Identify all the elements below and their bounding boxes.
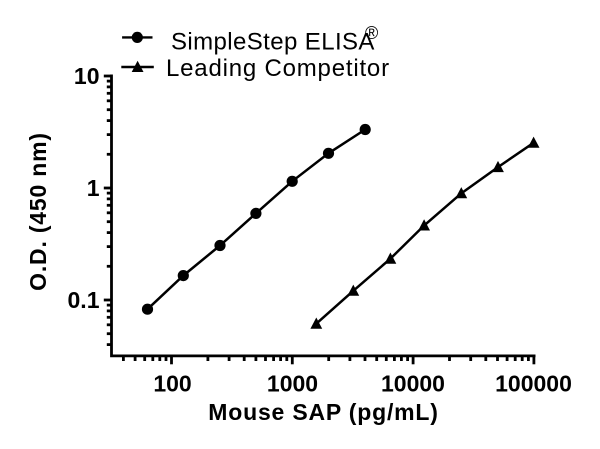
svg-text:1000: 1000 (267, 370, 318, 396)
svg-text:Leading Competitor: Leading Competitor (166, 55, 390, 82)
svg-text:0.1: 0.1 (68, 287, 100, 313)
svg-text:O.D. (450 nm): O.D. (450 nm) (25, 132, 51, 291)
svg-text:10000: 10000 (381, 370, 445, 396)
svg-text:1: 1 (87, 175, 100, 201)
svg-text:100000: 100000 (495, 370, 572, 396)
svg-text:10: 10 (74, 63, 100, 89)
svg-text:SimpleStep ELISA: SimpleStep ELISA (171, 29, 375, 56)
svg-text:Mouse SAP (pg/mL): Mouse SAP (pg/mL) (208, 399, 438, 425)
svg-text:®: ® (365, 23, 378, 43)
svg-text:100: 100 (153, 370, 191, 396)
